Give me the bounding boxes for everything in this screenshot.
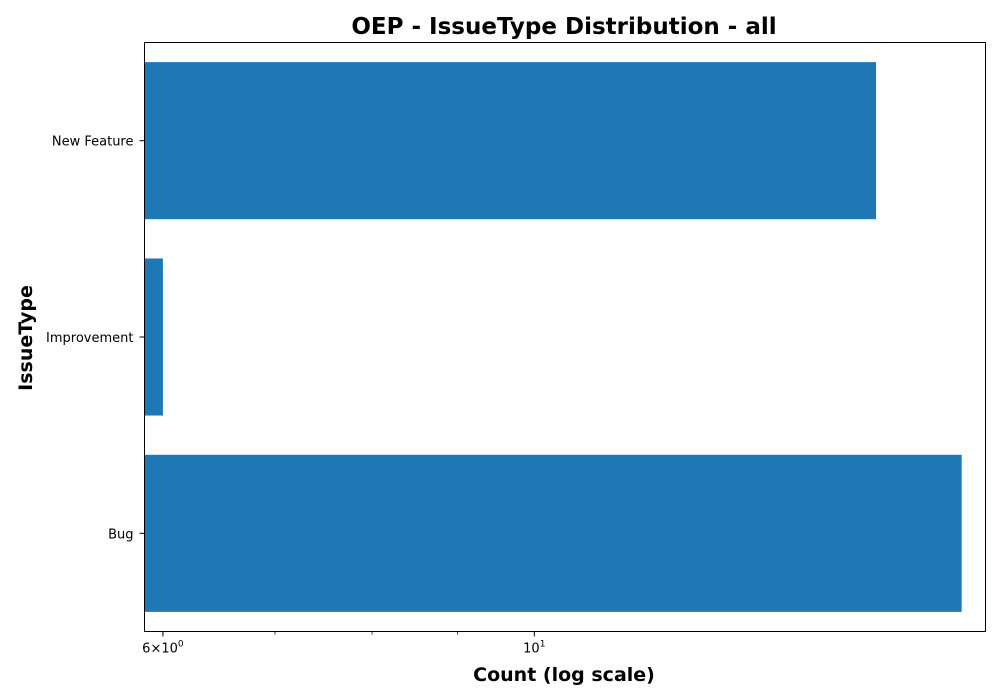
bar-new-feature <box>144 62 877 220</box>
x-axis-label: Count (log scale) <box>473 664 655 686</box>
y-axis-label: IssueType <box>15 285 37 391</box>
x-tick-label-10: 101 <box>523 640 545 657</box>
y-tick-label-improvement: Improvement <box>46 331 133 346</box>
plot-frame <box>144 42 986 632</box>
bar-improvement <box>144 258 163 416</box>
y-tick-label-new-feature: New Feature <box>52 135 134 150</box>
ticks-layer: Bug Improvement New Feature 6×100 101 <box>46 135 545 657</box>
bars-layer <box>144 62 962 612</box>
chart-title: OEP - IssueType Distribution - all <box>351 14 776 40</box>
x-tick-label-6: 6×100 <box>142 640 184 657</box>
bar-bug <box>144 454 962 612</box>
y-tick-label-bug: Bug <box>108 527 133 542</box>
